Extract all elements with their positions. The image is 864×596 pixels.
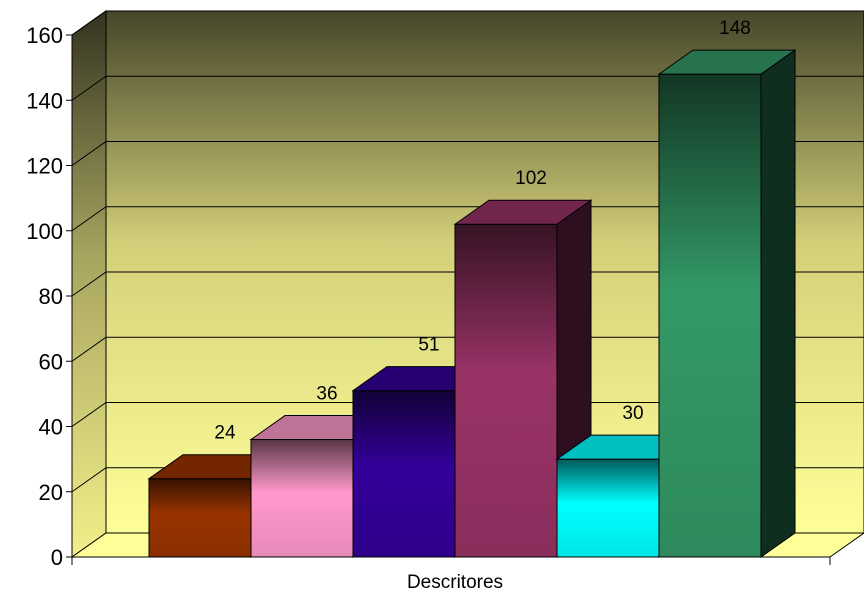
data-label: 24 bbox=[214, 423, 236, 444]
gridline bbox=[71, 336, 864, 362]
bar-front bbox=[556, 458, 660, 558]
gridline bbox=[71, 271, 864, 297]
data-label: 102 bbox=[515, 168, 547, 189]
y-tick-label: 120 bbox=[26, 154, 63, 179]
bar-front bbox=[148, 478, 252, 558]
gridline bbox=[71, 402, 864, 427]
gridline bbox=[71, 10, 864, 36]
y-tick-label: 0 bbox=[51, 545, 63, 570]
data-label: 30 bbox=[622, 403, 643, 424]
bar bbox=[657, 49, 797, 558]
data-label: 36 bbox=[316, 384, 337, 405]
gridline bbox=[71, 141, 864, 166]
y-tick-label: 100 bbox=[26, 219, 63, 244]
data-label: 51 bbox=[418, 335, 439, 356]
bar-side bbox=[760, 49, 796, 558]
y-tick-label: 60 bbox=[39, 349, 63, 374]
bars bbox=[147, 49, 797, 558]
y-tick-label: 40 bbox=[39, 415, 63, 440]
bar-front bbox=[658, 73, 762, 558]
y-tick-label: 160 bbox=[26, 23, 63, 48]
x-axis-label: Descritores bbox=[407, 572, 503, 593]
data-label: 148 bbox=[719, 18, 751, 39]
gridline bbox=[71, 75, 864, 101]
y-tick-label: 140 bbox=[26, 88, 63, 113]
bar-front bbox=[250, 439, 354, 558]
y-tick-label: 20 bbox=[39, 480, 63, 505]
bar-front bbox=[352, 390, 456, 558]
y-tick-label: 80 bbox=[39, 284, 63, 309]
axes: 0 20 40 60 80 100 120 140 160 bbox=[26, 23, 831, 570]
bar-front bbox=[454, 223, 558, 558]
data-labels: 24 36 51 102 30 148 bbox=[214, 18, 750, 444]
gridline bbox=[71, 206, 864, 232]
